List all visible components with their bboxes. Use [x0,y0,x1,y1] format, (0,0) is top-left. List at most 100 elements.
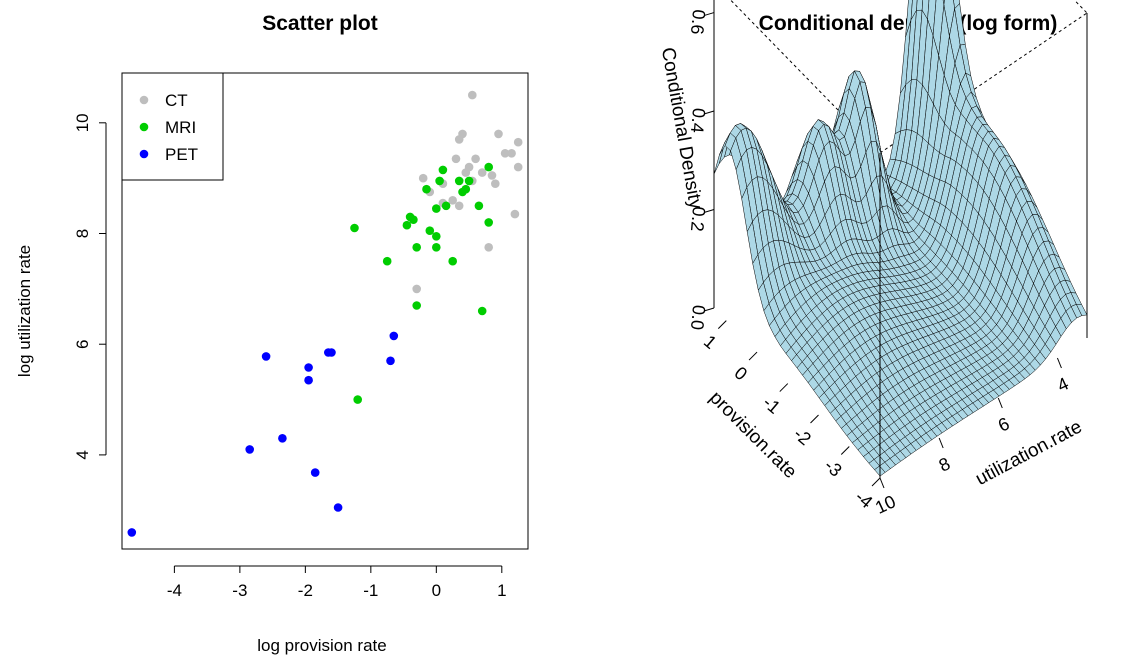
x-tick-label: 1 [497,581,506,600]
legend-marker-pet [139,149,149,159]
provision-tick [717,320,727,329]
point-ct [412,284,422,294]
legend-marker-ct [139,95,149,105]
provision-tick [779,383,789,392]
point-mri [382,256,392,266]
provision-tick [840,446,850,455]
point-mri [458,187,467,197]
z-tick-label: 0.6 [687,9,709,36]
box-edge-top-left [729,0,881,154]
point-ct [418,173,428,183]
x-tick-label: -4 [167,581,182,600]
legend-label-ct: CT [165,91,188,110]
point-mri [484,162,494,172]
provision-tick-label: -2 [790,424,815,450]
utilization-tick-label: 10 [872,491,899,518]
x-tick-label: -2 [298,581,313,600]
y-tick-label: 4 [73,450,92,459]
point-pet [245,445,254,454]
x-tick-label: 0 [432,581,441,600]
surface-bounding-box-front [713,0,1088,478]
utilization-tick [938,437,944,449]
point-ct [484,243,494,252]
point-ct [451,154,461,164]
point-ct [513,162,523,172]
point-pet [310,468,320,477]
point-mri [441,201,451,211]
point-pet [261,352,271,361]
point-ct [454,135,464,144]
point-mri [350,223,359,233]
point-mri [353,395,363,404]
point-mri [409,215,418,224]
point-mri [425,226,435,235]
x-tick-label: -1 [363,581,378,600]
scatter-plot-panel: Scatter plot -4 -3 -2 -1 0 1 4 6 8 10 log provis… [15,12,529,655]
point-pet [304,375,313,385]
point-ct [507,149,516,158]
z-tick-label: 0.0 [687,304,709,331]
point-ct [513,137,523,147]
point-mri [477,306,487,316]
point-pet [333,503,343,512]
provision-tick-label: 0 [731,363,752,385]
legend-label-mri: MRI [165,118,196,137]
provision-tick-label: -3 [821,455,846,481]
point-ct [471,154,480,164]
point-pet [127,528,137,537]
legend-marker-mri [139,122,149,132]
point-mri [454,176,464,186]
point-mri [432,232,441,241]
point-pet [389,331,399,341]
scatter-plot-frame [121,72,529,550]
point-pet [304,363,313,372]
point-mri [435,176,444,186]
point-mri [412,301,422,310]
provision-tick [871,477,881,487]
provision-tick-label: 1 [700,331,721,353]
z-tick-label: 0.4 [687,107,709,134]
point-ct [477,168,487,177]
point-pet [386,356,395,366]
scatter-y-axis: 4 6 8 10 [73,113,107,460]
utilization-tick [997,397,1003,409]
y-tick-label: 8 [73,229,92,238]
point-ct [494,129,503,139]
point-ct [500,149,510,158]
point-ct [448,196,458,205]
scatter-x-axis: -4 -3 -2 -1 0 1 [167,565,507,600]
scatter-points [127,90,523,537]
point-ct [454,201,464,211]
legend-box [121,72,224,181]
point-ct [510,209,520,219]
provision-tick-label: -1 [759,392,784,418]
point-pet [278,434,287,443]
utilization-axis-label: utilization.rate [972,416,1085,490]
z-tick [703,307,715,312]
z-tick [703,12,715,17]
utilization-tick [879,477,885,489]
point-mri [432,243,441,252]
scatter-x-axis-label: log provision rate [257,636,386,655]
x-tick-label: -3 [232,581,247,600]
point-ct [461,168,471,177]
point-mri [438,165,448,175]
point-ct [487,171,497,180]
y-tick-label: 10 [73,113,92,132]
point-mri [412,243,422,252]
utilization-tick-label: 8 [936,453,954,475]
provision-tick [810,414,819,424]
z-tick [703,110,715,115]
z-tick-label: 0.2 [687,206,709,233]
z-tick [703,209,715,213]
point-mri [402,220,412,230]
point-mri [484,218,494,227]
scatter-title: Scatter plot [262,12,378,35]
point-mri [474,201,484,211]
legend-label-pet: PET [165,145,198,164]
y-tick-label: 6 [73,339,92,348]
point-ct [491,179,500,188]
utilization-tick [1056,357,1062,369]
provision-axis-label: provision.rate [705,387,801,483]
